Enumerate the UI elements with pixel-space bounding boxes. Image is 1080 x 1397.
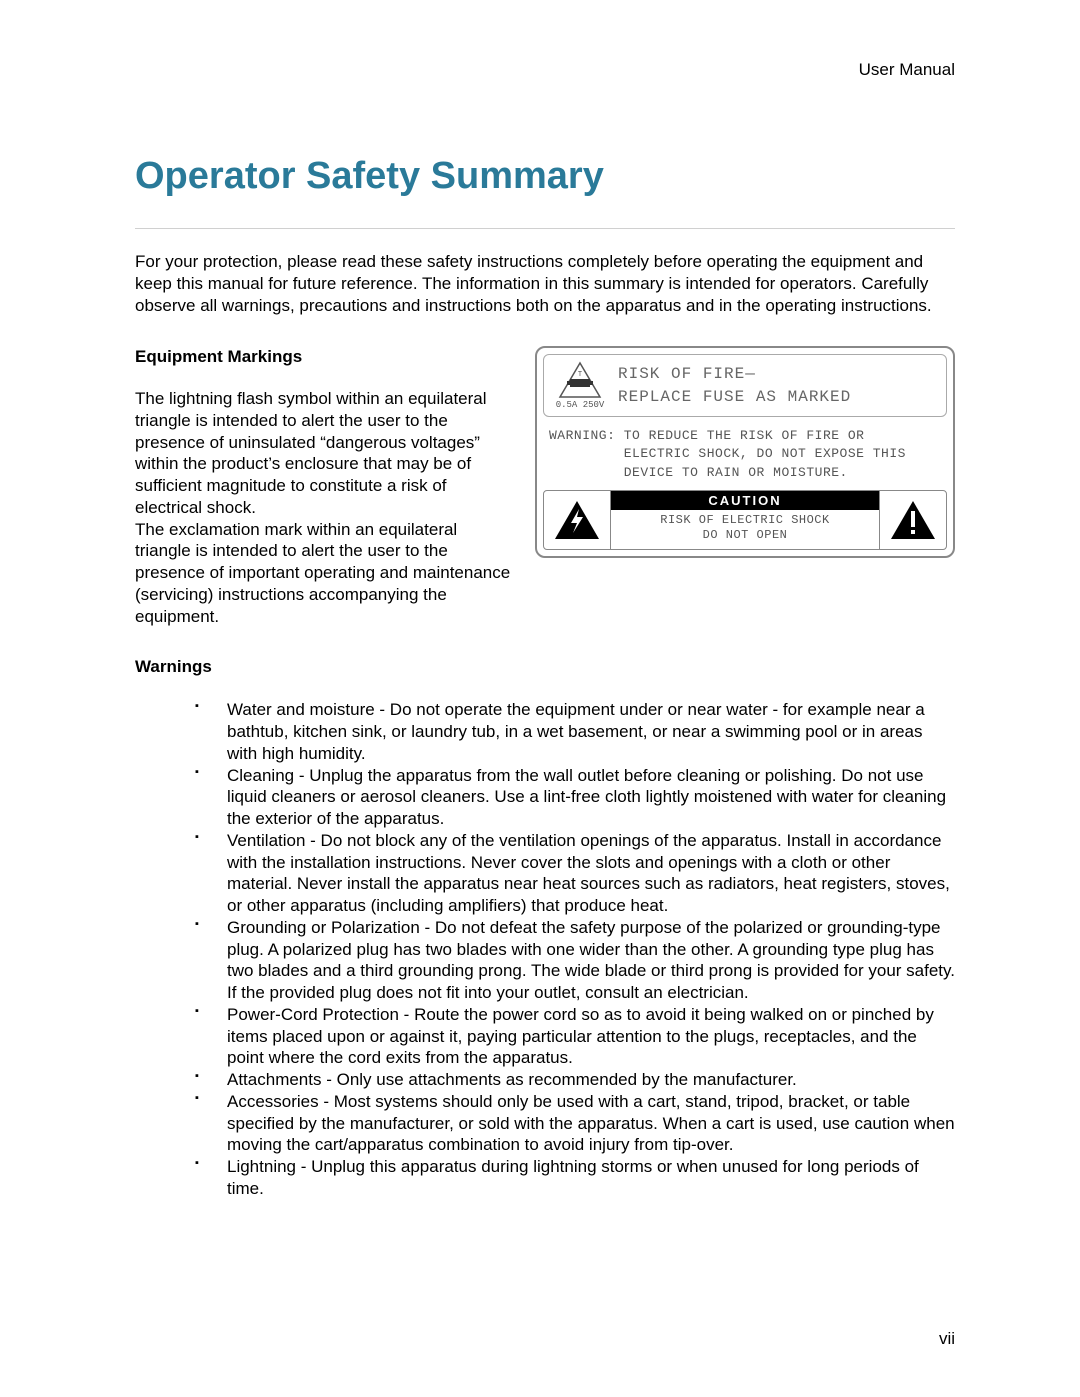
- fuse-triangle-rating: 0.5A 250V: [556, 400, 605, 410]
- fuse-line-1: RISK OF FIRE—: [618, 363, 936, 385]
- warning-line-2: ELECTRIC SHOCK, DO NOT EXPOSE THIS: [624, 446, 906, 461]
- page-number: vii: [939, 1329, 955, 1349]
- warning-line-3: DEVICE TO RAIN OR MOISTURE.: [624, 465, 848, 480]
- equipment-markings-column: Equipment Markings The lightning flash s…: [135, 346, 515, 627]
- fuse-triangle-icon: T 0.5A 250V: [554, 361, 606, 410]
- page-title: Operator Safety Summary: [135, 155, 955, 198]
- list-item: Grounding or Polarization - Do not defea…: [195, 917, 955, 1004]
- caution-line-2: DO NOT OPEN: [611, 528, 879, 544]
- list-item: Attachments - Only use attachments as re…: [195, 1069, 955, 1091]
- list-item: Lightning - Unplug this apparatus during…: [195, 1156, 955, 1200]
- list-item: Water and moisture - Do not operate the …: [195, 699, 955, 764]
- caution-band: CAUTION: [611, 491, 879, 510]
- list-item: Cleaning - Unplug the apparatus from the…: [195, 765, 955, 830]
- lightning-triangle-icon: [544, 491, 611, 549]
- intro-paragraph: For your protection, please read these s…: [135, 251, 955, 316]
- caution-box: CAUTION RISK OF ELECTRIC SHOCK DO NOT OP…: [543, 490, 947, 550]
- list-item: Power-Cord Protection - Route the power …: [195, 1004, 955, 1069]
- moisture-warning-box: WARNING: TO REDUCE THE RISK OF FIRE OR W…: [543, 423, 947, 490]
- warning-label: WARNING:: [549, 428, 615, 443]
- caution-line-1: RISK OF ELECTRIC SHOCK: [611, 513, 879, 529]
- doc-type-header: User Manual: [135, 60, 955, 80]
- fuse-line-2: REPLACE FUSE AS MARKED: [618, 386, 936, 408]
- warnings-heading: Warnings: [135, 657, 955, 677]
- list-item: Accessories - Most systems should only b…: [195, 1091, 955, 1156]
- warning-line-1: TO REDUCE THE RISK OF FIRE OR: [624, 428, 865, 443]
- equipment-para-2: The exclamation mark within an equilater…: [135, 519, 515, 628]
- fuse-warning-box: T 0.5A 250V RISK OF FIRE— REPLACE FUSE A…: [543, 354, 947, 417]
- title-rule: [135, 228, 955, 229]
- fuse-triangle-t: T: [578, 371, 582, 379]
- warnings-list: Water and moisture - Do not operate the …: [135, 699, 955, 1199]
- exclamation-triangle-icon: [879, 491, 946, 549]
- safety-label-figure: T 0.5A 250V RISK OF FIRE— REPLACE FUSE A…: [535, 346, 955, 558]
- equipment-para-1: The lightning flash symbol within an equ…: [135, 388, 515, 519]
- list-item: Ventilation - Do not block any of the ve…: [195, 830, 955, 917]
- equipment-markings-heading: Equipment Markings: [135, 346, 515, 368]
